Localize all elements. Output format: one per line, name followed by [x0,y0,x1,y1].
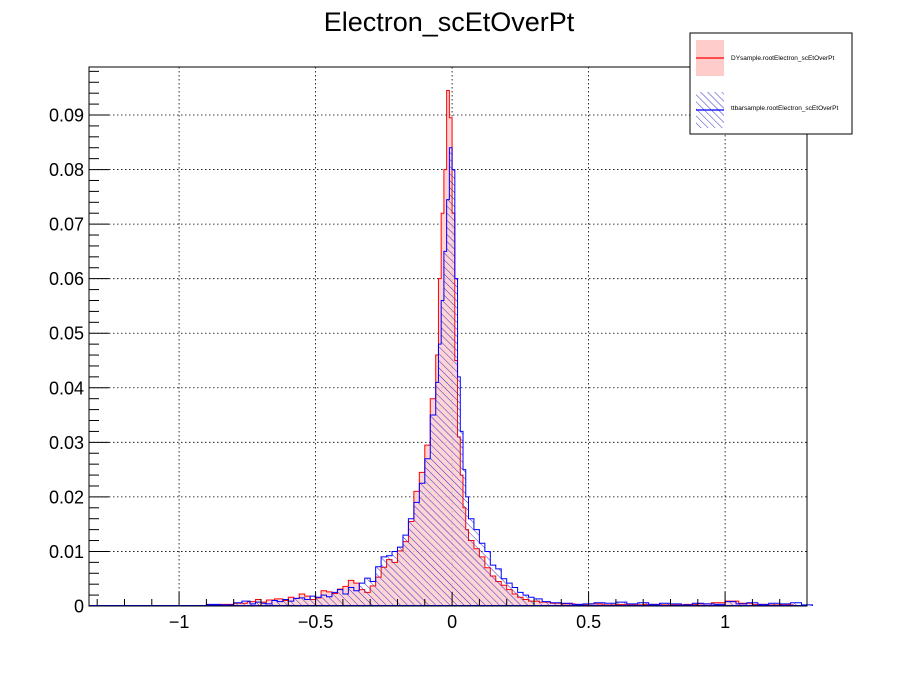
y-tick-label: 0.06 [49,269,84,289]
y-tick-label: 0.09 [49,106,84,126]
chart-title: Electron_scEtOverPt [324,7,575,37]
histogram-series [89,89,813,607]
histogram-outline [205,89,805,606]
legend-label-ttbar: ttbarsample.rootElectron_scEtOverPt [731,105,838,112]
y-tick-label: 0.08 [49,160,84,180]
histogram-fill [206,147,813,606]
y-tick-label: 0 [74,597,84,617]
legend-label-dy: DYsample.rootElectron_scEtOverPt [731,55,835,62]
y-tick-label: 0.07 [49,215,84,235]
y-tick-label: 0.01 [49,542,84,562]
y-tick-label: 0.02 [49,487,84,507]
x-tick-label: −1 [169,612,190,632]
y-tick-label: 0.04 [49,378,84,398]
x-tick-label: 0.5 [576,612,601,632]
x-tick-label: 1 [720,612,730,632]
axes [88,66,808,607]
x-tick-label: 0 [447,612,457,632]
histogram-fill [206,90,805,607]
series-dy [205,89,805,607]
histogram-outline [205,147,813,606]
y-tick-label: 0.05 [49,324,84,344]
tick-labels: −1 −0.5 0 0.5 1 0 0.01 0.02 0.03 0.04 0.05 0.06 0.07… [49,106,730,632]
legend: DYsample.rootElectron_scEtOverPt ttbarsa… [689,32,853,135]
series-ttbar [205,147,813,606]
y-tick-label: 0.03 [49,433,84,453]
axis-ticks [89,70,808,607]
x-tick-label: −0.5 [298,612,334,632]
plot-frame [88,66,808,607]
